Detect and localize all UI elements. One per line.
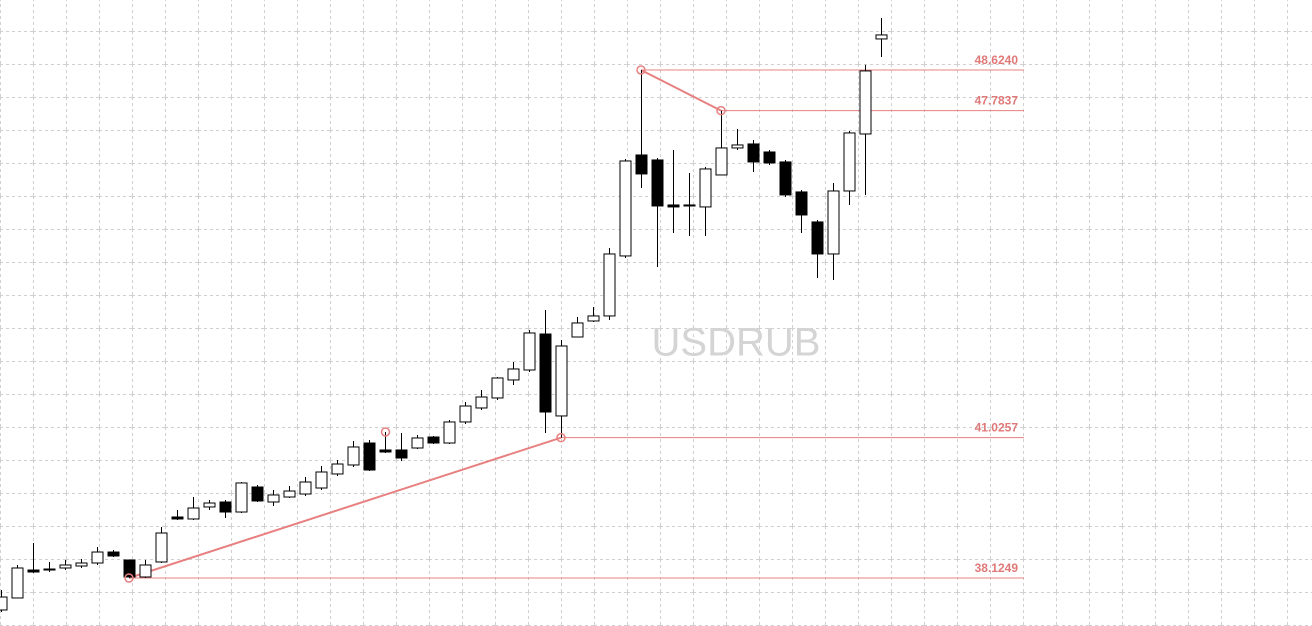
candle-body xyxy=(603,253,616,317)
candle-body xyxy=(843,132,856,192)
candle-body xyxy=(283,490,296,498)
candle-body xyxy=(427,436,440,444)
candle-body xyxy=(267,494,280,503)
candle-body xyxy=(347,446,360,466)
candle-body xyxy=(539,333,552,413)
candle-body xyxy=(155,532,168,563)
level-label: 48.6240 xyxy=(975,53,1019,67)
candle-body xyxy=(699,168,712,208)
candle-body xyxy=(107,551,120,557)
candle-body xyxy=(587,315,600,322)
candle-body xyxy=(747,143,760,163)
candle-body xyxy=(715,147,728,176)
candle-body xyxy=(379,449,392,453)
candle-body xyxy=(187,507,200,520)
candle-body xyxy=(27,569,40,573)
candle-body xyxy=(859,70,872,135)
candle-body xyxy=(235,482,248,513)
level-label: 47.7837 xyxy=(975,94,1019,108)
candle-body xyxy=(475,396,488,409)
candle-body xyxy=(795,191,808,216)
trend-line xyxy=(640,69,722,112)
candle-body xyxy=(59,564,72,569)
candle-body xyxy=(555,345,568,417)
candle-body xyxy=(203,502,216,508)
candle-body xyxy=(331,463,344,475)
candle-body xyxy=(0,596,8,611)
candle-body xyxy=(619,160,632,257)
level-marker xyxy=(716,105,726,116)
candle-body xyxy=(571,322,584,338)
level-label: 41.0257 xyxy=(975,421,1019,435)
candle-body xyxy=(683,204,696,207)
candle-body xyxy=(811,221,824,255)
candle-body xyxy=(315,471,328,489)
level-label: 38.1249 xyxy=(975,561,1019,575)
candle-body xyxy=(443,421,456,444)
candle-body xyxy=(507,368,520,381)
candle-body xyxy=(651,159,664,207)
candle-body xyxy=(731,144,744,149)
level-marker xyxy=(124,573,134,583)
candle-body xyxy=(75,562,88,567)
candle-body xyxy=(11,567,24,599)
candle-body xyxy=(395,449,408,459)
candle-body xyxy=(299,481,312,495)
candle-body xyxy=(763,151,776,164)
candle-body xyxy=(91,551,104,564)
candle-body xyxy=(523,332,536,371)
candle-body xyxy=(827,190,840,255)
candle-body xyxy=(875,34,888,40)
candle-body xyxy=(123,559,136,578)
candle-body xyxy=(171,516,184,520)
candle-body xyxy=(363,442,376,471)
trend-line xyxy=(128,436,562,579)
candle-body xyxy=(43,568,56,571)
candle-body xyxy=(491,377,504,399)
level-marker xyxy=(556,432,566,443)
candle-body xyxy=(667,204,680,208)
pivot-marker xyxy=(380,427,391,437)
candle-body xyxy=(139,564,152,578)
candle-body xyxy=(635,154,648,175)
watermark-title: USDRUB xyxy=(652,321,821,365)
level-marker xyxy=(636,65,646,75)
candle-body xyxy=(779,161,792,196)
candle-body xyxy=(251,486,264,502)
candle-body xyxy=(219,501,232,513)
candle-body xyxy=(411,437,424,449)
candle-body xyxy=(459,405,472,423)
